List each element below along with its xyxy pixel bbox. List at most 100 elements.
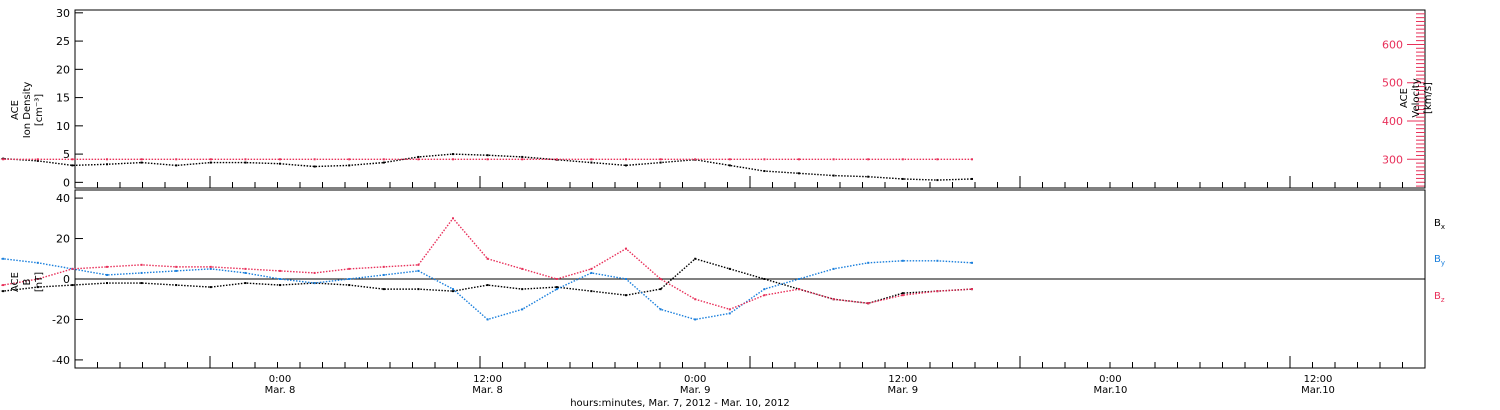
point-by	[279, 278, 281, 280]
series-bz	[0, 217, 973, 311]
point-bz	[209, 265, 212, 268]
point-bz	[175, 265, 178, 268]
point-by	[625, 278, 627, 280]
point-velocity	[625, 158, 627, 161]
point-bx	[382, 288, 385, 291]
point-velocity	[279, 158, 281, 161]
point-velocity	[348, 158, 351, 161]
legend-bz: Bz	[1434, 291, 1445, 304]
point-bz	[590, 267, 593, 270]
point-ion-density	[209, 161, 212, 164]
point-by	[417, 269, 420, 272]
point-velocity	[36, 158, 39, 161]
point-by	[36, 261, 39, 264]
b-ylabel-line-1: ACE	[10, 272, 21, 292]
point-ion-density	[71, 164, 74, 167]
point-bx	[555, 286, 558, 289]
point-bz	[867, 302, 870, 305]
point-by	[832, 267, 835, 270]
point-velocity	[140, 158, 143, 161]
series-bx	[0, 257, 973, 304]
point-bz	[521, 267, 524, 270]
density-ylabel-line-1: ACE	[10, 100, 21, 120]
velocity-ylabel-line-3: [km/s]	[1423, 82, 1434, 114]
point-by	[936, 259, 939, 262]
point-bz	[244, 267, 247, 270]
point-bz	[763, 294, 766, 297]
velocity-tick-label: 600	[1382, 38, 1403, 51]
point-bx	[348, 284, 351, 287]
point-velocity	[555, 158, 558, 161]
legend-bx: Bx	[1434, 218, 1445, 231]
point-ion-density	[867, 175, 870, 178]
point-ion-density	[382, 161, 385, 164]
point-bz	[382, 265, 385, 268]
series-ion-density	[0, 153, 973, 181]
point-velocity	[382, 158, 385, 161]
point-bx	[209, 286, 212, 289]
point-velocity	[521, 158, 524, 161]
magnetic-field-series	[0, 217, 973, 321]
point-ion-density	[659, 161, 662, 164]
point-by	[728, 312, 731, 315]
x-tick-label: 0:00	[684, 374, 706, 385]
point-velocity	[728, 158, 731, 161]
x-tick-label: 0:00	[1099, 374, 1121, 385]
point-ion-density	[279, 162, 281, 165]
point-by	[106, 273, 108, 276]
density-tick-label: 0	[63, 176, 70, 189]
point-bz	[71, 267, 74, 270]
point-bx	[659, 288, 662, 291]
density-tick-label: 20	[56, 63, 70, 76]
point-bx	[763, 278, 766, 280]
point-bz	[555, 278, 558, 280]
point-by	[209, 267, 212, 270]
point-bz	[452, 217, 454, 220]
density-tick-label: 15	[56, 92, 70, 105]
point-bx	[106, 282, 108, 285]
x-tick-date-label: Mar. 8	[265, 385, 296, 396]
x-axis-title: hours:minutes, Mar. 7, 2012 - Mar. 10, 2…	[570, 398, 790, 409]
point-by	[521, 308, 524, 311]
point-bx	[175, 284, 178, 287]
point-bx	[36, 286, 39, 289]
velocity-axis: 300 400 500 600	[1382, 13, 1425, 187]
point-bx	[140, 282, 143, 285]
point-by	[901, 259, 904, 262]
point-velocity	[106, 158, 108, 161]
legend-by: By	[1434, 254, 1445, 267]
point-ion-density	[590, 161, 593, 164]
point-ion-density	[521, 155, 524, 158]
point-by	[140, 271, 143, 274]
point-bz	[694, 298, 697, 301]
point-bx	[279, 284, 281, 287]
velocity-ylabel-line-1: ACE	[1399, 88, 1410, 108]
b-tick-label: -20	[52, 313, 70, 326]
point-by	[694, 318, 697, 321]
point-ion-density	[36, 159, 39, 162]
point-bz	[901, 294, 904, 297]
x-tick-date-label: Mar.10	[1093, 385, 1127, 396]
point-by	[971, 261, 973, 264]
point-by	[798, 278, 800, 280]
point-by	[486, 318, 489, 321]
point-bx	[625, 294, 627, 297]
density-ylabel-line-2: Ion Density	[22, 82, 33, 139]
point-by	[382, 273, 385, 276]
point-velocity	[867, 158, 870, 161]
x-tick-date-label: Mar. 8	[472, 385, 503, 396]
density-velocity-frame	[74, 9, 1426, 189]
point-ion-density	[625, 164, 627, 167]
x-tick-date-label: Mar. 9	[680, 385, 711, 396]
point-bz	[486, 257, 489, 260]
point-ion-density	[313, 165, 316, 168]
point-ion-density	[140, 161, 143, 164]
point-velocity	[590, 158, 593, 161]
velocity-ylabel-line-2: Velocity	[1411, 78, 1422, 117]
b-tick-label: -40	[52, 354, 70, 367]
point-bz	[936, 290, 939, 293]
point-by	[867, 261, 870, 264]
point-velocity	[209, 158, 212, 161]
b-tick-label: 20	[56, 233, 70, 246]
